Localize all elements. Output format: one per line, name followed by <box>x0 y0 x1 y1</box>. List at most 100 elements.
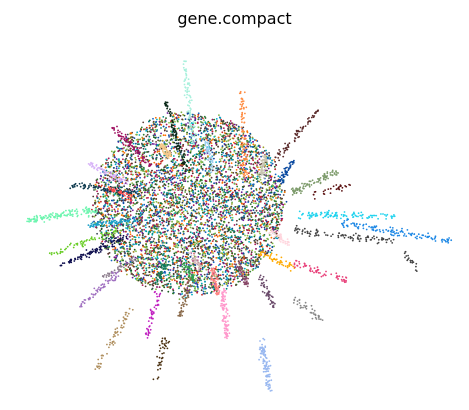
core-point <box>205 180 207 182</box>
core-point <box>236 188 238 190</box>
core-point <box>185 196 187 198</box>
core-point <box>100 196 102 198</box>
core-point <box>197 256 199 258</box>
core-point <box>254 225 256 227</box>
core-point <box>253 180 255 182</box>
core-point <box>230 263 232 265</box>
core-point <box>228 186 230 188</box>
core-point <box>252 256 254 258</box>
core-point <box>269 248 271 250</box>
core-point <box>146 269 148 271</box>
core-point <box>215 161 217 163</box>
core-point <box>128 166 130 168</box>
core-point <box>196 153 198 155</box>
core-point <box>229 246 231 248</box>
core-point <box>201 140 203 142</box>
core-point <box>224 139 226 141</box>
core-point <box>236 224 238 226</box>
core-point <box>180 213 182 215</box>
core-point <box>225 136 227 138</box>
core-point <box>138 172 140 174</box>
core-point <box>258 181 260 183</box>
core-point <box>113 151 115 153</box>
core-point <box>202 144 204 146</box>
core-point <box>241 191 243 193</box>
core-point <box>197 220 199 222</box>
core-point <box>146 257 148 259</box>
core-point <box>249 259 251 261</box>
core-point <box>213 154 215 156</box>
core-point <box>256 198 258 200</box>
core-point <box>194 154 196 156</box>
core-point <box>166 221 168 223</box>
core-point <box>148 262 150 264</box>
core-point <box>250 220 252 222</box>
core-point <box>165 117 167 119</box>
core-point <box>227 189 229 191</box>
core-point <box>171 275 173 277</box>
core-point <box>170 202 172 204</box>
core-point <box>254 195 256 197</box>
core-point <box>153 181 155 183</box>
core-point <box>209 217 211 219</box>
core-point <box>247 272 249 274</box>
core-point <box>259 164 261 166</box>
core-point <box>247 191 249 193</box>
core-point <box>153 143 155 145</box>
core-point <box>196 292 198 294</box>
core-point <box>149 125 151 127</box>
core-point <box>222 228 224 230</box>
core-point <box>150 229 152 231</box>
core-point <box>172 189 174 191</box>
core-point <box>135 197 137 199</box>
core-point <box>152 127 154 129</box>
core-point <box>156 219 158 221</box>
core-point <box>168 269 170 271</box>
core-point <box>100 176 102 178</box>
core-point <box>258 218 260 220</box>
core-point <box>201 125 203 127</box>
core-point <box>139 138 141 140</box>
core-point <box>239 248 241 250</box>
core-point <box>143 199 145 201</box>
core-point <box>206 203 208 205</box>
core-point <box>237 155 239 157</box>
core-point <box>260 242 262 244</box>
core-point <box>155 129 157 131</box>
core-point <box>191 210 193 212</box>
core-point <box>231 166 233 168</box>
core-point <box>202 259 204 261</box>
core-point <box>169 201 171 203</box>
core-point <box>181 220 183 222</box>
core-point <box>218 199 220 201</box>
core-point <box>218 187 220 189</box>
core-point <box>200 166 202 168</box>
core-point <box>167 291 169 293</box>
core-point <box>172 195 174 197</box>
core-point <box>202 268 204 270</box>
core-point <box>274 204 276 206</box>
core-point <box>227 248 229 250</box>
core-point <box>203 184 205 186</box>
core-point <box>150 144 152 146</box>
core-point <box>162 157 164 159</box>
core-point <box>100 209 102 211</box>
core-point <box>118 161 120 163</box>
core-point <box>121 172 123 174</box>
core-point <box>213 225 215 227</box>
core-point <box>131 235 133 237</box>
core-point <box>167 112 169 114</box>
core-point <box>145 148 147 150</box>
core-point <box>209 138 211 140</box>
core-point <box>276 185 278 187</box>
core-point <box>244 268 246 270</box>
core-point <box>175 199 177 201</box>
core-point <box>261 207 263 209</box>
core-point <box>149 173 151 175</box>
core-point <box>188 237 190 239</box>
core-point <box>152 278 154 280</box>
core-point <box>123 231 125 233</box>
core-point <box>117 236 119 238</box>
core-point <box>231 210 233 212</box>
core-point <box>234 278 236 280</box>
